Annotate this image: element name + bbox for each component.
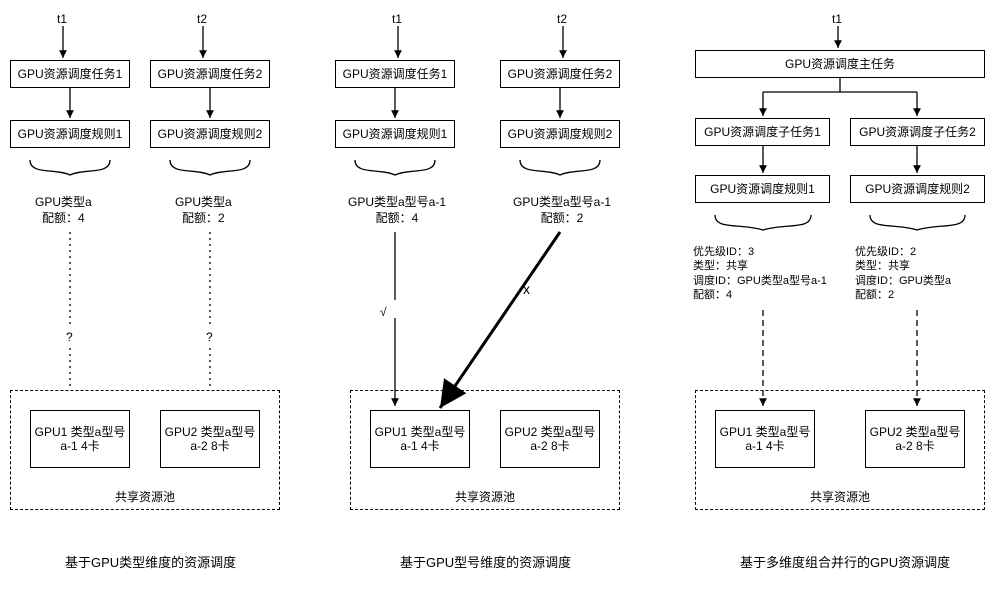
p1-task2: GPU资源调度任务2 <box>150 60 270 88</box>
p1-q2: ? <box>206 330 213 346</box>
p2-t1: t1 <box>392 12 402 28</box>
p3-sub2: GPU资源调度子任务2 <box>850 118 985 146</box>
p1-task1: GPU资源调度任务1 <box>10 60 130 88</box>
p1-pool-label: 共享资源池 <box>115 490 175 506</box>
p1-rule1: GPU资源调度规则1 <box>10 120 130 148</box>
p3-t1: t1 <box>832 12 842 28</box>
p2-task2: GPU资源调度任务2 <box>500 60 620 88</box>
p3-gpu1: GPU1 类型a型号a-1 4卡 <box>715 410 815 468</box>
p2-t2: t2 <box>557 12 567 28</box>
p1-t1: t1 <box>57 12 67 28</box>
p3-gpu2: GPU2 类型a型号a-2 8卡 <box>865 410 965 468</box>
p3-caption: 基于多维度组合并行的GPU资源调度 <box>740 555 950 572</box>
p3-rule2: GPU资源调度规则2 <box>850 175 985 203</box>
p1-typea2: GPU类型a 配额：2 <box>175 195 232 226</box>
p3-sub1: GPU资源调度子任务1 <box>695 118 830 146</box>
p2-task1: GPU资源调度任务1 <box>335 60 455 88</box>
p1-q1: ? <box>66 330 73 346</box>
p1-rule2: GPU资源调度规则2 <box>150 120 270 148</box>
p3-main: GPU资源调度主任务 <box>695 50 985 78</box>
p2-x: x <box>523 280 530 298</box>
p2-gpu1: GPU1 类型a型号a-1 4卡 <box>370 410 470 468</box>
p2-caption: 基于GPU型号维度的资源调度 <box>400 555 571 572</box>
p1-caption: 基于GPU类型维度的资源调度 <box>65 555 236 572</box>
p3-rule1: GPU资源调度规则1 <box>695 175 830 203</box>
p1-gpu2: GPU2 类型a型号a-2 8卡 <box>160 410 260 468</box>
p2-typea1: GPU类型a型号a-1 配额：4 <box>348 195 446 226</box>
p3-pool-label: 共享资源池 <box>810 490 870 506</box>
p2-gpu2: GPU2 类型a型号a-2 8卡 <box>500 410 600 468</box>
p3-info1: 优先级ID：3 类型：共享 调度ID：GPU类型a型号a-1 配额：4 <box>693 245 827 302</box>
p1-t2: t2 <box>197 12 207 28</box>
p1-gpu1: GPU1 类型a型号a-1 4卡 <box>30 410 130 468</box>
diagram-canvas: t1 t2 GPU资源调度任务1 GPU资源调度任务2 GPU资源调度规则1 G… <box>0 0 1000 591</box>
p2-typea2: GPU类型a型号a-1 配额：2 <box>513 195 611 226</box>
p1-typea1: GPU类型a 配额：4 <box>35 195 92 226</box>
p3-info2: 优先级ID：2 类型：共享 调度ID：GPU类型a 配额：2 <box>855 245 951 302</box>
p2-rule1: GPU资源调度规则1 <box>335 120 455 148</box>
p2-pool-label: 共享资源池 <box>455 490 515 506</box>
p2-rule2: GPU资源调度规则2 <box>500 120 620 148</box>
p2-ok: √ <box>380 305 387 321</box>
